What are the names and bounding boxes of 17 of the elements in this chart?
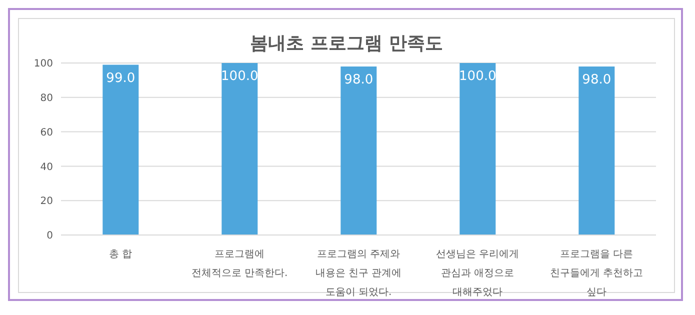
data-label: 100.0 (221, 69, 258, 84)
data-label: 98.0 (344, 72, 374, 88)
x-tick-label: 프로그램을 다른 친구들에게 추천하고 싶다 (550, 249, 644, 298)
y-tick-label: 80 (40, 92, 53, 104)
x-tick-label: 프로그램의 주제와 내용은 친구 관계에 도움이 되었다. (315, 249, 402, 298)
x-tick-label: 프로그램에 전체적으로 만족한다. (191, 249, 288, 279)
x-tick-label: 선생님은 우리에게 관심과 애정으로 대해주었다 (436, 249, 520, 298)
y-tick-label: 0 (46, 230, 53, 242)
data-label: 100.0 (459, 69, 496, 84)
data-label: 98.0 (582, 72, 612, 88)
y-tick-label: 40 (40, 162, 53, 173)
data-label: 99.0 (106, 70, 136, 86)
x-tick-label: 총 합 (108, 249, 132, 260)
y-tick-label: 20 (40, 196, 53, 208)
y-tick-label: 60 (40, 127, 53, 138)
chart-title: 봄내초 프로그램 만족도 (249, 32, 444, 56)
y-tick-label: 100 (34, 58, 53, 70)
